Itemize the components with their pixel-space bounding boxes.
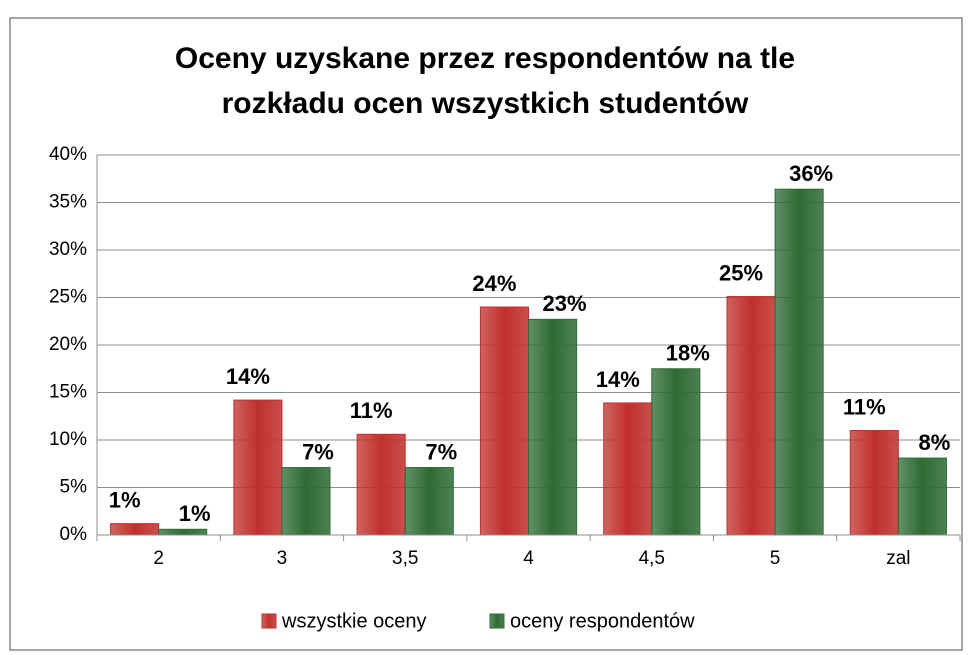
- x-tick-label: 3,5: [392, 548, 418, 569]
- y-tick-label: 35%: [49, 192, 87, 213]
- y-tick-label: 0%: [60, 524, 88, 545]
- y-tick-label: 15%: [49, 382, 87, 403]
- data-label: 8%: [918, 430, 950, 455]
- bar: [726, 296, 776, 536]
- x-tick-label: 4: [523, 548, 534, 569]
- data-label: 7%: [425, 439, 457, 464]
- x-tick-label: 4,5: [639, 548, 665, 569]
- legend-swatch: [489, 613, 505, 629]
- legend-label: wszystkie oceny: [281, 610, 427, 632]
- x-tick-label: 5: [770, 548, 781, 569]
- data-label: 11%: [843, 394, 886, 419]
- data-label: 14%: [596, 367, 640, 392]
- bar: [233, 399, 283, 536]
- bar: [281, 467, 331, 536]
- x-tick-label: 3: [277, 548, 288, 569]
- y-tick-label: 20%: [49, 334, 87, 355]
- bar: [404, 467, 454, 536]
- chart-title: rozkładu ocen wszystkich studentów: [222, 87, 749, 120]
- bar: [651, 368, 701, 536]
- data-label: 23%: [543, 291, 587, 316]
- bar: [479, 306, 530, 536]
- bar: [849, 430, 899, 536]
- data-label: 24%: [472, 271, 516, 296]
- x-tick-label: zal: [886, 548, 910, 569]
- data-label: 18%: [666, 341, 710, 366]
- bar: [774, 188, 824, 536]
- bar: [110, 523, 160, 536]
- bar: [897, 457, 947, 536]
- x-tick-label: 2: [153, 548, 164, 569]
- y-tick-label: 30%: [49, 239, 87, 260]
- y-tick-label: 40%: [49, 144, 87, 165]
- data-label: 25%: [719, 260, 763, 285]
- bar: [356, 433, 406, 536]
- bar: [603, 402, 653, 536]
- chart-title: Oceny uzyskane przez respondentów na tle: [175, 42, 795, 75]
- data-label: 14%: [226, 364, 270, 389]
- data-label: 1%: [109, 487, 141, 512]
- legend-swatch: [261, 613, 277, 629]
- y-tick-label: 5%: [60, 477, 88, 498]
- data-label: 7%: [302, 439, 334, 464]
- y-tick-label: 10%: [49, 429, 87, 450]
- y-tick-label: 25%: [49, 287, 87, 308]
- bar: [158, 528, 208, 536]
- data-label: 36%: [789, 161, 833, 186]
- data-label: 11%: [350, 398, 393, 423]
- data-label: 1%: [179, 501, 211, 526]
- bar: [528, 318, 578, 536]
- legend-label: oceny respondentów: [510, 610, 695, 632]
